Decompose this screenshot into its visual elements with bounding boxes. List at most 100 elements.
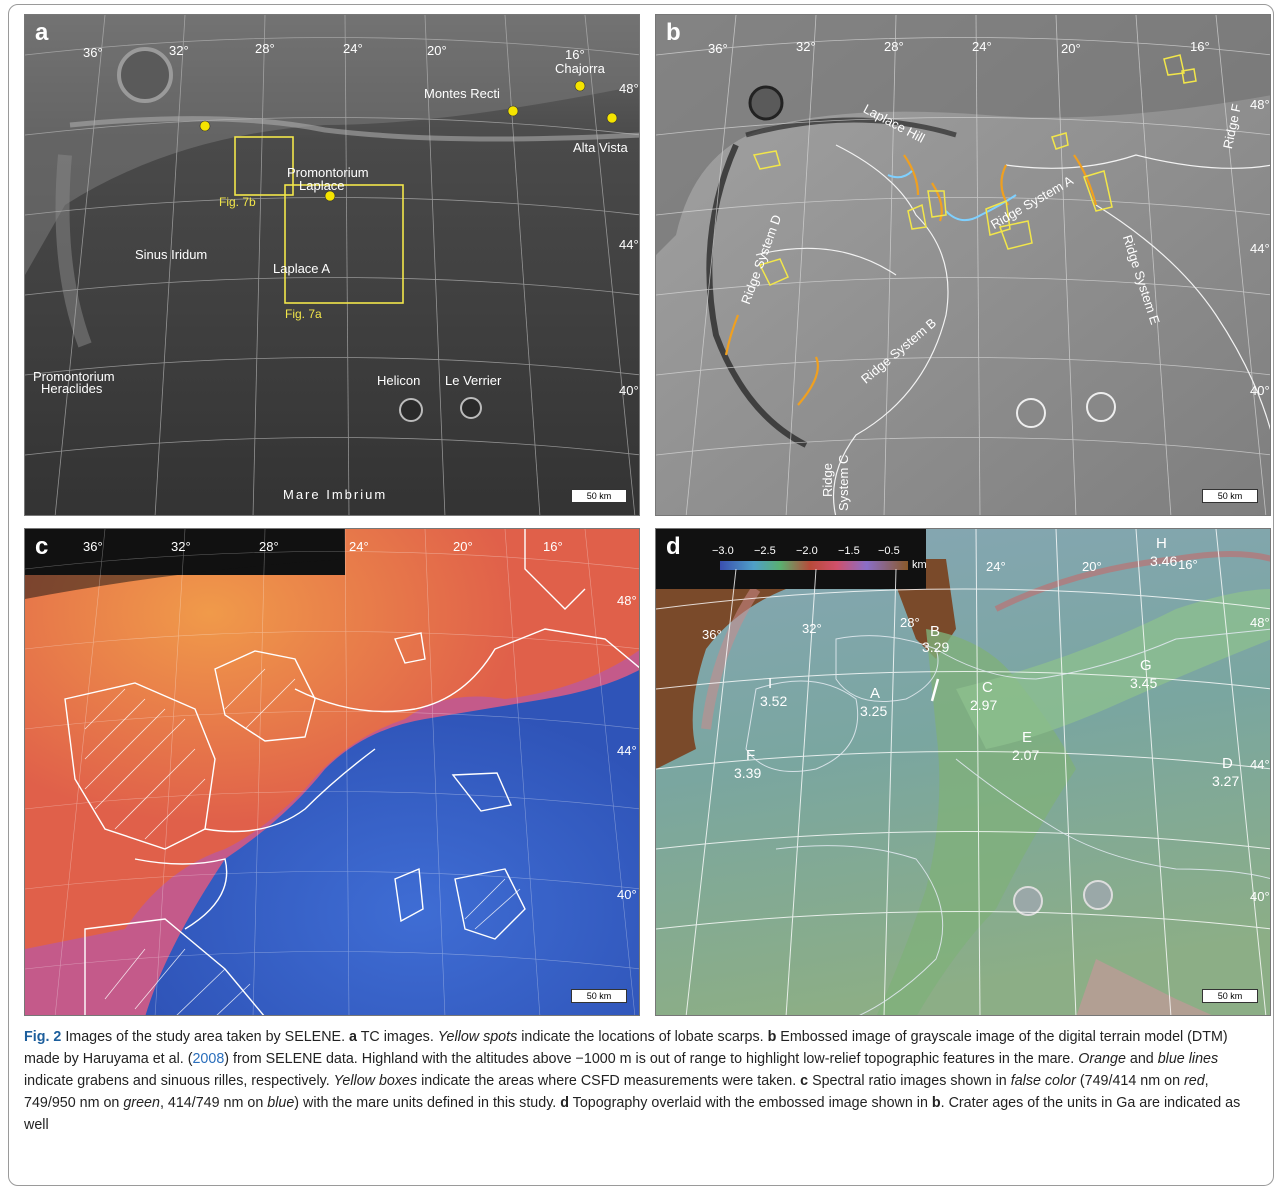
panel-d-label: d [666,533,681,560]
feature-promontorium-heraclides: Heraclides [41,381,103,396]
caption-text: indicate the areas where CSFD measuremen… [417,1073,801,1089]
panel-c-label: c [35,533,49,560]
caption-text: , 749/950 nm on [24,1073,1209,1111]
caption-italic: Orange [1078,1051,1126,1067]
caption-italic: Yellow spots [437,1029,518,1045]
caption-text: TC images. [356,1029,438,1045]
colorbar-tick: −1.5 [838,545,860,557]
lon-tick: 24° [972,39,992,54]
caption-italic: false color [1010,1073,1076,1089]
caption-text: Topography overlaid with the embossed im… [568,1095,932,1111]
lat-tick: 40° [619,383,639,398]
unit-age: 3.25 [860,703,888,719]
lon-tick: 16° [1190,39,1210,54]
caption-text: Images of the study area taken by SELENE… [61,1029,350,1045]
caption-text: . Crater ages of the units in Ga are ind… [24,1095,1241,1133]
panel-b: b 36° 32° 28° 24° 20° 16° 48° 44° 40° La… [655,14,1271,516]
panel-c: c 36° 32° 28° 24° 20° 16° 48° 44° 40° 50… [24,528,640,1016]
fig-7a-label: Fig. 7a [285,307,322,321]
unit-age: 3.27 [1212,773,1240,789]
fig-7b-label: Fig. 7b [219,195,256,209]
caption-italic: green [123,1095,160,1111]
caption-panel-ref: d [560,1095,569,1111]
lon-tick: 28° [255,41,275,56]
panel-a-map [25,15,639,515]
figure-caption: Fig. 2 Images of the study area taken by… [24,1026,1260,1136]
caption-panel-ref: b [767,1029,777,1045]
scale-bar: 50 km [1202,489,1258,503]
lon-tick: 24° [343,41,363,56]
caption-panel-ref: c [800,1073,809,1089]
caption-italic: red [1184,1073,1205,1089]
feature-chajorra: Chajorra [555,61,605,76]
label-ridge-system-c: System C [836,454,851,511]
lat-tick: 48° [617,593,637,608]
feature-sinus-iridum: Sinus Iridum [135,247,208,262]
panel-b-label: b [666,19,681,46]
unit-name: I [768,675,773,692]
lon-tick: 28° [259,539,279,554]
panel-a: a 36° 32° 28° 24° 20° 16° 48° 44° 40° Ch… [24,14,640,516]
panel-b-map [656,15,1270,515]
lat-tick: 44° [1250,241,1270,256]
lon-tick: 20° [427,43,447,58]
lat-tick: 48° [1250,97,1270,112]
colorbar-tick: −3.0 [712,545,734,557]
lon-tick: 20° [1082,559,1102,574]
unit-name: H [1156,535,1167,552]
lon-tick: 36° [83,45,103,60]
citation-link[interactable]: 2008 [192,1051,225,1067]
lon-tick: 28° [884,39,904,54]
feature-montes-recti: Montes Recti [424,86,500,101]
unit-name: G [1140,657,1152,674]
colorbar-tick: −0.5 [878,545,900,557]
scale-bar: 50 km [571,489,627,503]
unit-name: C [982,679,993,696]
caption-text: ) from SELENE data. Highland with the al… [224,1051,1079,1067]
lon-tick: 16° [565,47,585,62]
lon-tick: 24° [349,539,369,554]
unit-name: F [746,747,756,764]
feature-promontorium-heraclides: Promontorium [33,369,115,384]
caption-text: (749/414 nm on [1075,1073,1184,1089]
lat-tick: 44° [617,743,637,758]
panel-a-label: a [35,19,49,46]
caption-italic: Yellow boxes [333,1073,418,1089]
colorbar-unit: km [912,559,927,571]
caption-text: ) with the mare units defined in this st… [294,1095,561,1111]
lat-tick: 40° [1250,889,1270,904]
lat-tick: 48° [1250,615,1270,630]
unit-name: D [1222,755,1233,772]
unit-age: 3.46 [1150,553,1178,569]
lon-tick: 36° [708,41,728,56]
lat-tick: 44° [1250,757,1270,772]
feature-mare-imbrium: Mare Imbrium [283,487,388,502]
colorbar-tick: −2.0 [796,545,818,557]
caption-panel-ref: a [349,1029,357,1045]
caption-panel-ref: b [931,1095,941,1111]
caption-text: indicate grabens and sinuous rilles, res… [24,1073,334,1089]
colorbar-tick: −2.5 [754,545,776,557]
lon-tick: 16° [1178,557,1198,572]
caption-text: and [1125,1051,1158,1067]
lon-tick: 32° [796,39,816,54]
unit-age: 3.45 [1130,675,1158,691]
feature-alta-vista: Alta Vista [573,140,628,155]
caption-italic: blue lines [1157,1051,1219,1067]
lon-tick: 20° [453,539,473,554]
lon-tick: 20° [1061,41,1081,56]
unit-age: 2.07 [1012,747,1040,763]
lat-tick: 44° [619,237,639,252]
feature-promontorium-laplace: Laplace [299,178,345,193]
lon-tick: 36° [702,627,722,642]
lon-tick: 28° [900,615,920,630]
caption-text: Spectral ratio images shown in [808,1073,1011,1089]
unit-name: E [1022,729,1033,746]
panel-d: d −3.0 −2.5 −2.0 −1.5 −0.5 km 36° 32° 28… [655,528,1271,1016]
lon-tick: 32° [802,621,822,636]
lat-tick: 40° [1250,383,1270,398]
feature-promontorium-laplace: Promontorium [287,165,369,180]
lon-tick: 32° [169,43,189,58]
scale-bar: 50 km [1202,989,1258,1003]
unit-age: 2.97 [970,697,998,713]
